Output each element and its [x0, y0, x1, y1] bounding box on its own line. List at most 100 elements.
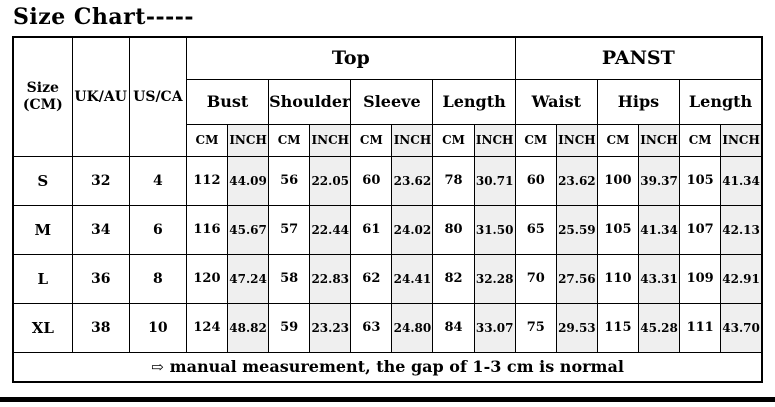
- value-cell: 24.41: [391, 253, 434, 304]
- unit-header-inch: INCH: [227, 123, 270, 157]
- value-cell: 65: [514, 204, 557, 255]
- value-cell: 111: [679, 302, 722, 353]
- value-cell: 120: [185, 253, 229, 304]
- value-cell: 48.82: [227, 302, 270, 353]
- value-cell: 41.34: [637, 204, 681, 255]
- unit-header-cm: CM: [185, 123, 229, 157]
- table-row-l: L 36 8 120 47.24 58 22.83 62 24.41 82 32…: [12, 253, 763, 304]
- ukau-cell: 38: [71, 302, 130, 353]
- size-cell: M: [12, 204, 73, 255]
- value-cell: 82: [432, 253, 475, 304]
- value-cell: 59: [268, 302, 311, 353]
- header-size: Size (CM): [12, 36, 73, 157]
- value-cell: 22.83: [309, 253, 352, 304]
- value-cell: 41.34: [720, 155, 763, 206]
- value-cell: 47.24: [227, 253, 270, 304]
- value-cell: 25.59: [555, 204, 598, 255]
- right-arrow-icon: ⇨: [151, 358, 164, 377]
- value-cell: 57: [268, 204, 311, 255]
- value-cell: 124: [185, 302, 229, 353]
- value-cell: 60: [514, 155, 557, 206]
- value-cell: 43.31: [637, 253, 681, 304]
- value-cell: 39.37: [637, 155, 681, 206]
- unit-header-cm: CM: [679, 123, 722, 157]
- group-header-panst: PANST: [514, 36, 763, 80]
- header-usca: US/CA: [128, 36, 187, 157]
- size-chart-table: Size (CM) UK/AU US/CA Top PANST Bust Sho…: [12, 36, 763, 383]
- value-cell: 109: [679, 253, 722, 304]
- page-title: Size Chart-----: [13, 4, 195, 30]
- value-cell: 45.28: [637, 302, 681, 353]
- value-cell: 78: [432, 155, 475, 206]
- measure-header-waist: Waist: [514, 78, 598, 125]
- value-cell: 80: [432, 204, 475, 255]
- value-cell: 105: [679, 155, 722, 206]
- size-cell: L: [12, 253, 73, 304]
- measure-header-sleeve: Sleeve: [350, 78, 434, 125]
- value-cell: 62: [350, 253, 393, 304]
- unit-header-inch: INCH: [309, 123, 352, 157]
- unit-header-cm: CM: [514, 123, 557, 157]
- value-cell: 110: [596, 253, 640, 304]
- size-cell: S: [12, 155, 73, 206]
- value-cell: 100: [596, 155, 640, 206]
- unit-header-cm: CM: [268, 123, 311, 157]
- value-cell: 22.44: [309, 204, 352, 255]
- value-cell: 27.56: [555, 253, 598, 304]
- value-cell: 84: [432, 302, 475, 353]
- value-cell: 23.23: [309, 302, 352, 353]
- value-cell: 24.80: [391, 302, 434, 353]
- value-cell: 60: [350, 155, 393, 206]
- table-row-s: S 32 4 112 44.09 56 22.05 60 23.62 78 30…: [12, 155, 763, 206]
- value-cell: 31.50: [473, 204, 516, 255]
- header-size-line2: (CM): [22, 96, 63, 113]
- value-cell: 23.62: [391, 155, 434, 206]
- measure-header-pants-length: Length: [679, 78, 763, 125]
- unit-header-inch: INCH: [473, 123, 516, 157]
- usca-cell: 6: [128, 204, 187, 255]
- value-cell: 42.13: [720, 204, 763, 255]
- unit-header-cm: CM: [350, 123, 393, 157]
- unit-header-inch: INCH: [720, 123, 763, 157]
- value-cell: 42.91: [720, 253, 763, 304]
- value-cell: 44.09: [227, 155, 270, 206]
- bottom-divider: [0, 397, 775, 402]
- table-row-m: M 34 6 116 45.67 57 22.44 61 24.02 80 31…: [12, 204, 763, 255]
- measure-header-top-length: Length: [432, 78, 516, 125]
- value-cell: 32.28: [473, 253, 516, 304]
- value-cell: 56: [268, 155, 311, 206]
- unit-header-cm: CM: [432, 123, 475, 157]
- value-cell: 61: [350, 204, 393, 255]
- header-ukau: UK/AU: [71, 36, 130, 157]
- value-cell: 107: [679, 204, 722, 255]
- value-cell: 63: [350, 302, 393, 353]
- footer-note-text: manual measurement, the gap of 1-3 cm is…: [169, 357, 624, 377]
- usca-cell: 4: [128, 155, 187, 206]
- ukau-cell: 36: [71, 253, 130, 304]
- measure-header-bust: Bust: [185, 78, 270, 125]
- value-cell: 33.07: [473, 302, 516, 353]
- value-cell: 75: [514, 302, 557, 353]
- footer-note: ⇨ manual measurement, the gap of 1-3 cm i…: [12, 351, 763, 383]
- footer-row: ⇨ manual measurement, the gap of 1-3 cm i…: [12, 351, 763, 383]
- value-cell: 43.70: [720, 302, 763, 353]
- value-cell: 23.62: [555, 155, 598, 206]
- value-cell: 22.05: [309, 155, 352, 206]
- size-cell: XL: [12, 302, 73, 353]
- usca-cell: 8: [128, 253, 187, 304]
- ukau-cell: 34: [71, 204, 130, 255]
- value-cell: 112: [185, 155, 229, 206]
- header-size-line1: Size: [26, 79, 59, 96]
- value-cell: 116: [185, 204, 229, 255]
- measure-header-shoulder: Shoulder: [268, 78, 352, 125]
- table-row-xl: XL 38 10 124 48.82 59 23.23 63 24.80 84 …: [12, 302, 763, 353]
- measure-header-hips: Hips: [596, 78, 681, 125]
- ukau-cell: 32: [71, 155, 130, 206]
- value-cell: 45.67: [227, 204, 270, 255]
- unit-header-cm: CM: [596, 123, 640, 157]
- value-cell: 29.53: [555, 302, 598, 353]
- unit-header-inch: INCH: [637, 123, 681, 157]
- value-cell: 30.71: [473, 155, 516, 206]
- value-cell: 24.02: [391, 204, 434, 255]
- value-cell: 115: [596, 302, 640, 353]
